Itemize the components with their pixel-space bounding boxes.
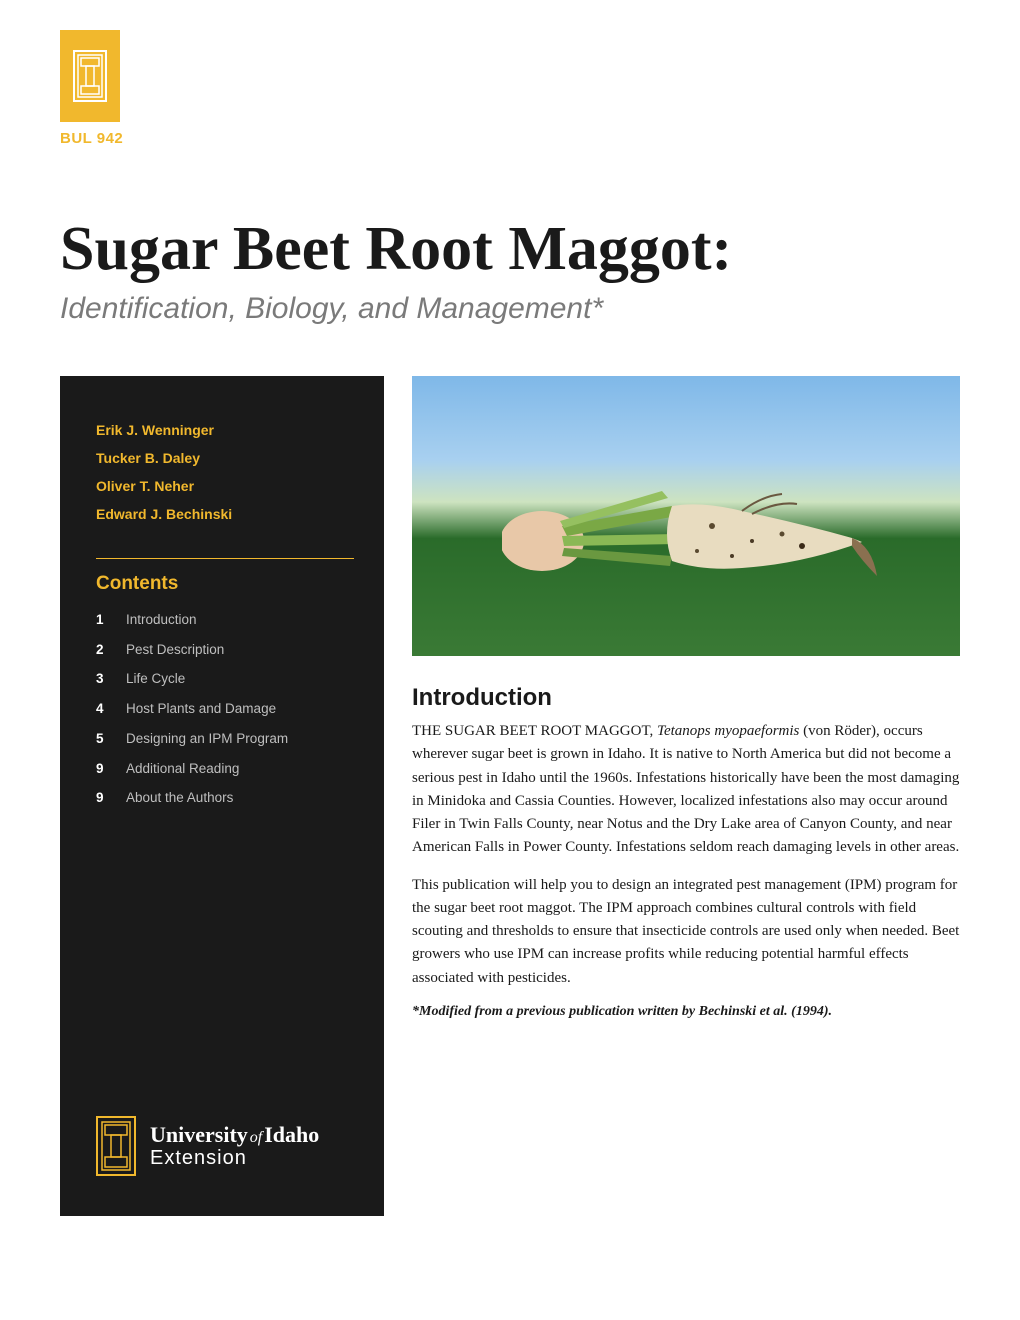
toc-page-number: 3 bbox=[96, 664, 108, 694]
hero-image bbox=[412, 376, 960, 656]
university-of: of bbox=[250, 1129, 262, 1146]
toc-page-number: 5 bbox=[96, 724, 108, 754]
species-name: Tetanops myopaeformis bbox=[657, 723, 799, 739]
page-title: Sugar Beet Root Maggot: bbox=[60, 217, 960, 282]
toc-row: 2 Pest Description bbox=[96, 635, 354, 665]
toc-item-title: Additional Reading bbox=[126, 754, 239, 784]
body-text-span: THE SUGAR BEET ROOT MAGGOT, bbox=[412, 723, 657, 739]
author-name: Tucker B. Daley bbox=[96, 444, 354, 472]
section-heading-introduction: Introduction bbox=[412, 684, 960, 712]
toc-item-title: Life Cycle bbox=[126, 664, 185, 694]
university-line2: Extension bbox=[150, 1147, 319, 1170]
page-root: BUL 942 Sugar Beet Root Maggot: Identifi… bbox=[0, 0, 1020, 1256]
content-row: Erik J. Wenninger Tucker B. Daley Oliver… bbox=[60, 376, 960, 1216]
toc-row: 5 Designing an IPM Program bbox=[96, 724, 354, 754]
author-name: Edward J. Bechinski bbox=[96, 500, 354, 528]
toc-item-title: Designing an IPM Program bbox=[126, 724, 288, 754]
author-list: Erik J. Wenninger Tucker B. Daley Oliver… bbox=[96, 416, 354, 528]
toc-item-title: Pest Description bbox=[126, 635, 224, 665]
author-name: Erik J. Wenninger bbox=[96, 416, 354, 444]
toc-row: 9 Additional Reading bbox=[96, 754, 354, 784]
i-logo-icon bbox=[73, 50, 107, 102]
i-logo-footer-icon bbox=[96, 1116, 136, 1176]
university-word: Idaho bbox=[264, 1122, 319, 1147]
university-logo-small bbox=[60, 30, 120, 122]
toc-page-number: 2 bbox=[96, 635, 108, 665]
toc-item-title: Host Plants and Damage bbox=[126, 694, 276, 724]
toc-item-title: About the Authors bbox=[126, 783, 233, 813]
toc-item-title: Introduction bbox=[126, 605, 197, 635]
university-name: UniversityofIdaho Extension bbox=[150, 1122, 319, 1170]
toc-page-number: 4 bbox=[96, 694, 108, 724]
university-footer-logo: UniversityofIdaho Extension bbox=[96, 1116, 354, 1176]
divider-line bbox=[96, 558, 354, 559]
toc-page-number: 9 bbox=[96, 783, 108, 813]
page-subtitle: Identification, Biology, and Management* bbox=[60, 292, 960, 326]
sugar-beet-illustration-icon bbox=[502, 456, 882, 596]
intro-paragraph-2: This publication will help you to design… bbox=[412, 874, 960, 990]
sidebar-panel: Erik J. Wenninger Tucker B. Daley Oliver… bbox=[60, 376, 384, 1216]
intro-paragraph-1: THE SUGAR BEET ROOT MAGGOT, Tetanops myo… bbox=[412, 720, 960, 860]
bulletin-number: BUL 942 bbox=[60, 130, 960, 147]
toc-page-number: 1 bbox=[96, 605, 108, 635]
contents-heading: Contents bbox=[96, 573, 354, 595]
footnote: *Modified from a previous publication wr… bbox=[412, 1004, 960, 1020]
main-content: Introduction THE SUGAR BEET ROOT MAGGOT,… bbox=[412, 376, 960, 1020]
university-word: University bbox=[150, 1122, 248, 1147]
author-name: Oliver T. Neher bbox=[96, 472, 354, 500]
body-text-span: (von Röder), occurs wherever sugar beet … bbox=[412, 723, 959, 855]
university-line1: UniversityofIdaho bbox=[150, 1122, 319, 1147]
toc-row: 9 About the Authors bbox=[96, 783, 354, 813]
toc-page-number: 9 bbox=[96, 754, 108, 784]
toc-row: 3 Life Cycle bbox=[96, 664, 354, 694]
toc-row: 4 Host Plants and Damage bbox=[96, 694, 354, 724]
toc-row: 1 Introduction bbox=[96, 605, 354, 635]
